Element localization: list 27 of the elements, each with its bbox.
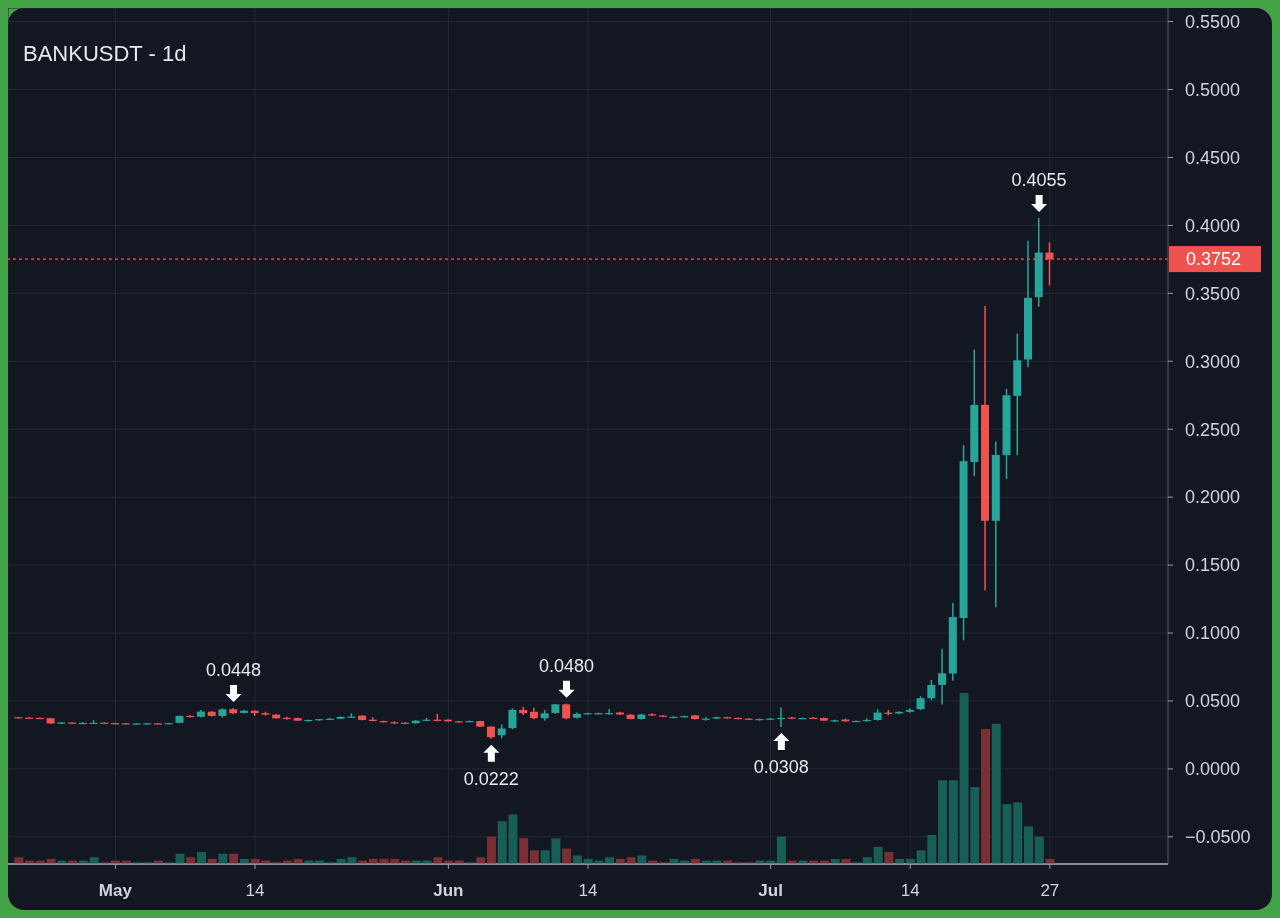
x-tick-label: 14 <box>578 881 598 901</box>
annotation: 0.0480 <box>538 655 595 676</box>
x-tick-label: 14 <box>900 881 920 901</box>
annotation: 0.0448 <box>206 660 262 681</box>
y-tick-label: 0.0500 <box>1185 691 1241 712</box>
y-tick-label: 0.4500 <box>1185 147 1241 168</box>
x-tick-label: 14 <box>245 881 265 901</box>
annotation: 0.0308 <box>753 757 809 778</box>
y-tick-label: −0.0500 <box>1185 827 1251 848</box>
y-tick-label: 0.4000 <box>1185 215 1241 236</box>
y-tick-label: 0.1000 <box>1185 623 1241 644</box>
x-tick-label: Jun <box>433 881 464 901</box>
y-tick-label: 0.5500 <box>1185 11 1241 32</box>
x-tick-label: May <box>98 881 133 901</box>
annotation: 0.0222 <box>463 768 519 789</box>
y-tick-label: 0.5000 <box>1185 79 1241 100</box>
y-tick-label: 0.2000 <box>1185 487 1241 508</box>
y-tick-label: 0.3500 <box>1185 283 1241 304</box>
y-tick-label: 0.0000 <box>1185 759 1241 780</box>
y-tick-label: 0.3000 <box>1185 351 1241 372</box>
x-tick-label: Jul <box>758 881 783 901</box>
y-tick-label: 0.1500 <box>1185 555 1241 576</box>
x-tick-label: 27 <box>1040 881 1060 901</box>
annotation: 0.4055 <box>1011 169 1067 190</box>
ref-line-label: 0.3752 <box>1186 249 1242 270</box>
text: BANKUSDT - 1d <box>23 41 187 67</box>
y-tick-label: 0.2500 <box>1185 419 1241 440</box>
